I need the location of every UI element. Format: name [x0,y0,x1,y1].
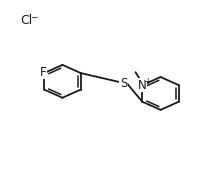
Text: +: + [145,77,151,86]
Text: Cl: Cl [20,14,32,27]
Text: −: − [30,12,37,21]
Text: N: N [138,79,147,92]
Text: F: F [40,66,46,79]
Text: S: S [120,76,128,90]
